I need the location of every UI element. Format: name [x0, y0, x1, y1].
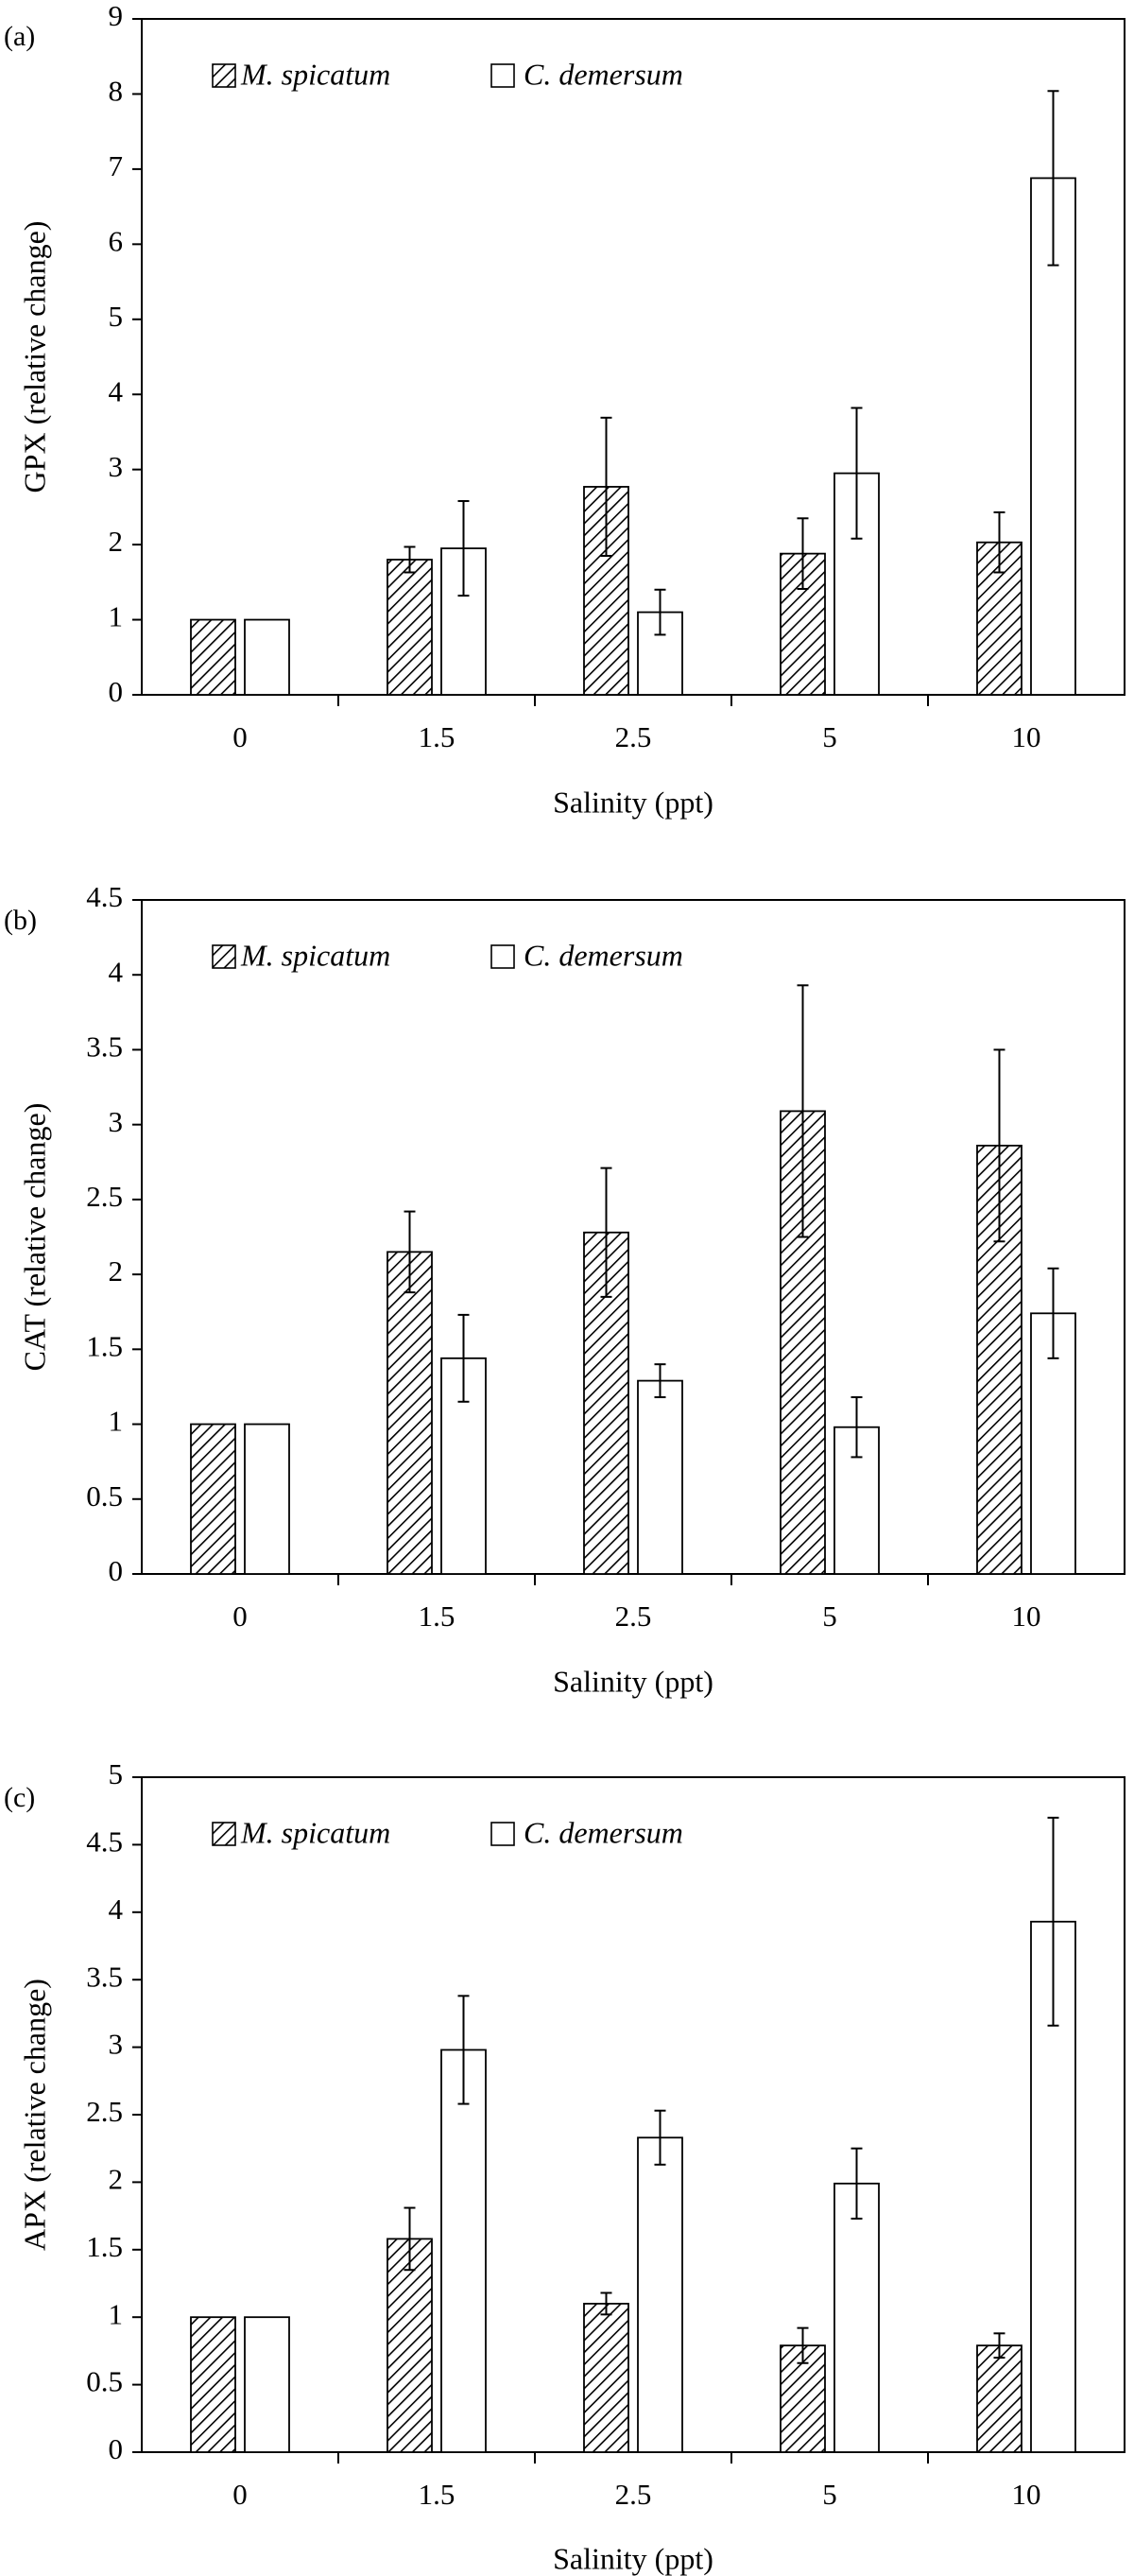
bar-m-spicatum: [387, 1251, 433, 1575]
panel-label: (a): [4, 21, 35, 52]
bar-c-demersum: [440, 2049, 487, 2453]
y-tick-label: 1: [109, 1405, 124, 1438]
bar-m-spicatum: [190, 618, 236, 696]
y-tick-label: 3: [109, 2028, 124, 2061]
legend-swatch-c-demersum: [490, 1822, 515, 1846]
x-tick-label: 2.5: [615, 2478, 652, 2511]
x-tick-label: 10: [1012, 1599, 1041, 1633]
bar-c-demersum: [244, 1423, 290, 1575]
bar-m-spicatum: [190, 2316, 236, 2453]
y-tick-label: 1: [109, 2297, 124, 2330]
x-tick-label: 0: [232, 2478, 248, 2511]
y-tick-label: 1: [109, 600, 124, 633]
y-tick-label: 4: [109, 1893, 124, 1926]
y-tick-label: 0: [109, 2432, 124, 2465]
legend-swatch-m-spicatum: [212, 944, 236, 969]
y-tick-label: 0: [109, 1554, 124, 1587]
bar-m-spicatum: [387, 559, 433, 696]
y-tick-label: 0.5: [86, 1479, 123, 1513]
bar-c-demersum: [244, 618, 290, 696]
y-tick-label: 0: [109, 675, 124, 708]
y-axis-title: CAT (relative change): [17, 1103, 51, 1372]
legend: M. spicatum C. demersum: [212, 1815, 683, 1849]
bar-c-demersum: [637, 2136, 683, 2453]
y-tick-label: 6: [109, 224, 124, 257]
y-tick-label: 2: [109, 2163, 124, 2196]
y-tick-label: 8: [109, 75, 124, 108]
y-tick-label: 3.5: [86, 1030, 123, 1063]
legend: M. spicatum C. demersum: [212, 57, 683, 91]
chart-panel-c: (c) 0 0.5 1 1.5 2 2.5 3 3.5 4 4.5 5 APX (relative ch…: [4, 1757, 1125, 2575]
bar-c-demersum: [244, 2316, 290, 2453]
y-tick-label: 2: [109, 1254, 124, 1288]
panel-label: (b): [4, 905, 37, 936]
y-tick-label: 7: [109, 149, 124, 182]
x-tick-label: 5: [822, 2478, 837, 2511]
legend-label-c-demersum: C. demersum: [524, 57, 683, 91]
y-tick-label: 2.5: [86, 1180, 123, 1213]
x-tick-label: 2.5: [615, 720, 652, 753]
x-axis-title: Salinity (ppt): [553, 785, 713, 819]
bar-m-spicatum: [583, 2303, 629, 2453]
x-axis-title: Salinity (ppt): [553, 2541, 713, 2575]
bar-m-spicatum: [190, 1423, 236, 1575]
legend-label-m-spicatum: M. spicatum: [240, 1815, 390, 1849]
bar-m-spicatum: [387, 2238, 433, 2453]
y-tick-label: 2.5: [86, 2095, 123, 2128]
x-tick-label: 5: [822, 1599, 837, 1633]
y-tick-label: 5: [109, 1757, 124, 1790]
y-axis-title: APX (relative change): [17, 1979, 51, 2251]
legend-swatch-c-demersum: [490, 63, 515, 88]
legend-label-m-spicatum: M. spicatum: [240, 938, 390, 972]
y-tick-label: 5: [109, 300, 124, 333]
y-tick-label: 3.5: [86, 1960, 123, 1993]
bar-m-spicatum: [976, 2344, 1022, 2453]
plot-frame: [141, 18, 1125, 696]
y-axis-title: GPX (relative change): [17, 221, 51, 493]
legend-swatch-c-demersum: [490, 944, 515, 969]
x-tick-label: 1.5: [419, 720, 455, 753]
legend-label-c-demersum: C. demersum: [524, 938, 683, 972]
chart-panel-a: (a) 0 1 2 3 4 5 6 7 8 9 GPX (relative change) 0 1.5 2.…: [4, 0, 1125, 819]
y-tick-label: 4.5: [86, 880, 123, 913]
legend-swatch-m-spicatum: [212, 1822, 236, 1846]
x-tick-label: 10: [1012, 720, 1041, 753]
x-tick-label: 1.5: [419, 2478, 455, 2511]
y-tick-label: 4: [109, 374, 124, 407]
x-tick-label: 5: [822, 720, 837, 753]
x-tick-label: 0: [232, 720, 248, 753]
legend-swatch-m-spicatum: [212, 63, 236, 88]
y-tick-label: 1.5: [86, 2230, 123, 2263]
x-tick-label: 1.5: [419, 1599, 455, 1633]
chart-panel-b: (b) 0 0.5 1 1.5 2 2.5 3 3.5 4 4.5 CAT (relative cha…: [4, 880, 1125, 1698]
x-tick-label: 10: [1012, 2478, 1041, 2511]
y-tick-label: 3: [109, 1105, 124, 1138]
y-tick-label: 1.5: [86, 1329, 123, 1362]
y-tick-label: 2: [109, 525, 124, 558]
x-axis-title: Salinity (ppt): [553, 1664, 713, 1698]
bar-c-demersum: [833, 2182, 880, 2453]
x-tick-label: 0: [232, 1599, 248, 1633]
y-tick-label: 9: [109, 0, 124, 32]
legend-label-c-demersum: C. demersum: [524, 1815, 683, 1849]
legend: M. spicatum C. demersum: [212, 938, 683, 972]
x-tick-label: 2.5: [615, 1599, 652, 1633]
plot-frame: [141, 899, 1125, 1575]
bar-c-demersum: [637, 1379, 683, 1575]
legend-label-m-spicatum: M. spicatum: [240, 57, 390, 91]
panel-label: (c): [4, 1782, 35, 1813]
y-tick-label: 4: [109, 955, 124, 988]
y-tick-label: 0.5: [86, 2365, 123, 2398]
y-tick-label: 3: [109, 450, 124, 483]
y-tick-label: 4.5: [86, 1825, 123, 1859]
